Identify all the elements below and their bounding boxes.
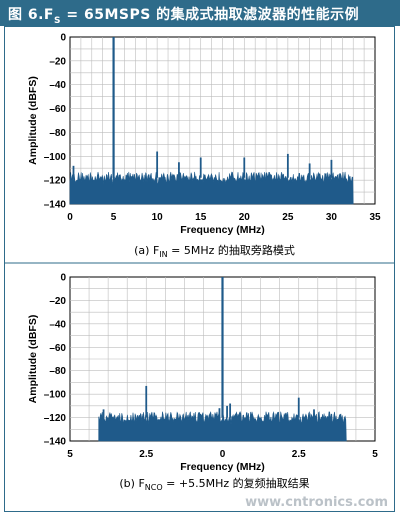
y-tick-label: –40 [49, 319, 66, 330]
y-tick-label: –120 [44, 176, 67, 187]
y-tick-label: –140 [44, 437, 67, 448]
x-tick-label: 5 [111, 212, 117, 223]
y-tick-label: –60 [49, 104, 66, 115]
x-tick-label: 0 [67, 212, 73, 223]
x-tick-label: 5 [67, 449, 73, 460]
figure-title-banner: 图 6.FS = 65MSPS 的集成式抽取滤波器的性能示例 [0, 0, 400, 26]
y-tick-label: 0 [60, 33, 66, 44]
x-axis-title: Frequency (MHz) [180, 461, 265, 473]
y-axis-title: Amplitude (dBFS) [27, 76, 39, 165]
x-tick-label: 2.5 [139, 449, 153, 460]
x-tick-label: 10 [152, 212, 164, 223]
figure-frame [4, 26, 395, 512]
x-tick-label: 20 [239, 212, 251, 223]
watermark-text: www.cntronics.com [245, 495, 388, 510]
x-tick-label: 35 [369, 212, 381, 223]
y-tick-label: –20 [49, 56, 66, 67]
y-tick-label: –80 [49, 366, 66, 377]
x-tick-label: 2.5 [292, 449, 306, 460]
y-tick-label: 0 [60, 273, 66, 284]
x-tick-label: 0 [220, 449, 226, 460]
x-tick-label: 25 [282, 212, 294, 223]
y-axis-title: Amplitude (dBFS) [27, 315, 39, 404]
noise-floor [98, 411, 347, 442]
x-tick-label: 15 [195, 212, 207, 223]
y-tick-label: –80 [49, 128, 66, 139]
y-tick-label: –120 [44, 413, 67, 424]
y-tick-label: –20 [49, 296, 66, 307]
y-tick-label: –100 [44, 152, 67, 163]
y-tick-label: –60 [49, 343, 66, 354]
chart-caption: (a) FIN = 5MHz 的抽取旁路模式 [134, 243, 295, 259]
chart-caption: (b) FNCO = +5.5MHz 的复频抽取结果 [119, 476, 309, 492]
y-tick-label: –140 [44, 200, 67, 211]
y-tick-label: –40 [49, 80, 66, 91]
x-axis-title: Frequency (MHz) [180, 224, 265, 236]
x-tick-label: 30 [326, 212, 338, 223]
figure-title: 图 6.FS = 65MSPS 的集成式抽取滤波器的性能示例 [8, 7, 360, 26]
noise-floor [69, 171, 354, 205]
y-tick-label: –100 [44, 390, 67, 401]
x-tick-label: 5 [372, 449, 378, 460]
